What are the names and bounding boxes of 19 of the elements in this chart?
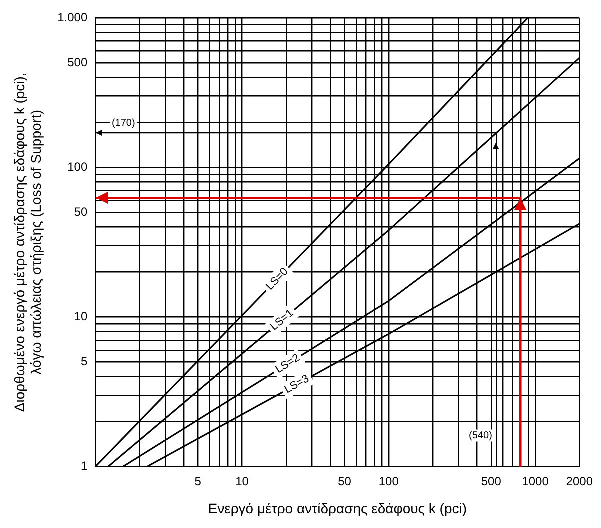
x-tick-label: 100 bbox=[378, 474, 400, 488]
x-tick-label: 1000 bbox=[522, 474, 550, 488]
y-tick-label: 500 bbox=[68, 55, 88, 70]
x-tick-label: 2000 bbox=[566, 474, 594, 488]
annotation: (170) bbox=[112, 118, 136, 130]
x-tick-label: 500 bbox=[481, 474, 502, 488]
y-tick-label: 1.000 bbox=[58, 10, 88, 24]
x-tick-label: 50 bbox=[338, 474, 352, 488]
y-tick-label: 10 bbox=[74, 310, 88, 324]
text: LS=3 bbox=[282, 373, 312, 396]
y-tick-label: 100 bbox=[68, 160, 88, 174]
annotation: (540) bbox=[469, 430, 492, 442]
x-tick-label: 10 bbox=[236, 474, 250, 488]
y-axis-title: Διορθωμένο ενεργό μέτρο αντίδρασης εδάφους k (pci), λόγω απώλειας στήριξης (Loss of Support) bbox=[11, 72, 44, 412]
y-tick-label: 1 bbox=[80, 459, 88, 474]
y-tick-label: 50 bbox=[74, 204, 88, 219]
y-tick-label: 5 bbox=[80, 354, 88, 369]
x-tick-label: 5 bbox=[194, 474, 202, 488]
x-axis-title: Ενεργό μέτρο αντίδρασης εδάφους k (pci) bbox=[208, 500, 468, 516]
